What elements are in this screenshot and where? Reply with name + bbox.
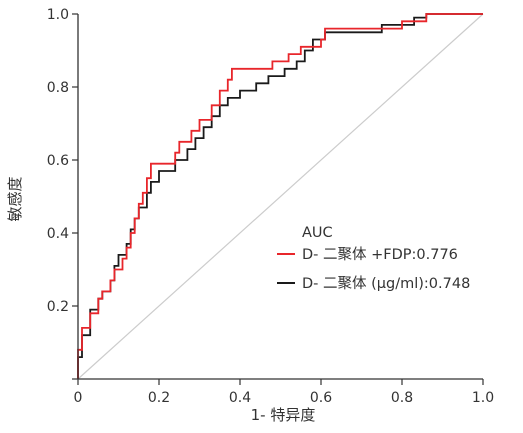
series-line-combined — [77, 13, 483, 379]
reference-diagonal — [77, 13, 484, 380]
x-tick-label: 0.2 — [148, 390, 170, 406]
y-tick-label: 0.8 — [47, 80, 69, 96]
legend-label-combined: D- 二聚体 +FDP:0.776 — [302, 246, 458, 263]
y-tick-label: 0.6 — [47, 153, 69, 169]
x-tick-label: 0.8 — [391, 390, 413, 406]
legend: AUC D- 二聚体 +FDP:0.776 D- 二聚体 (μg/ml):0.7… — [277, 225, 470, 292]
legend-label-ddimer: D- 二聚体 (μg/ml):0.748 — [302, 275, 470, 292]
x-tick-label: 0.6 — [310, 390, 332, 406]
x-tick-label: 0 — [74, 390, 83, 406]
y-tick-label: 1.0 — [47, 7, 69, 23]
y-tick-label: 0.2 — [47, 299, 69, 315]
y-axis-title: 敏感度 — [6, 176, 24, 221]
x-tick-label: 0.4 — [229, 390, 251, 406]
x-tick-label: 1.0 — [472, 390, 494, 406]
y-tick-label: 0.4 — [47, 226, 69, 242]
x-axis-title: 1- 特异度 — [251, 406, 316, 424]
legend-title: AUC — [302, 225, 333, 241]
